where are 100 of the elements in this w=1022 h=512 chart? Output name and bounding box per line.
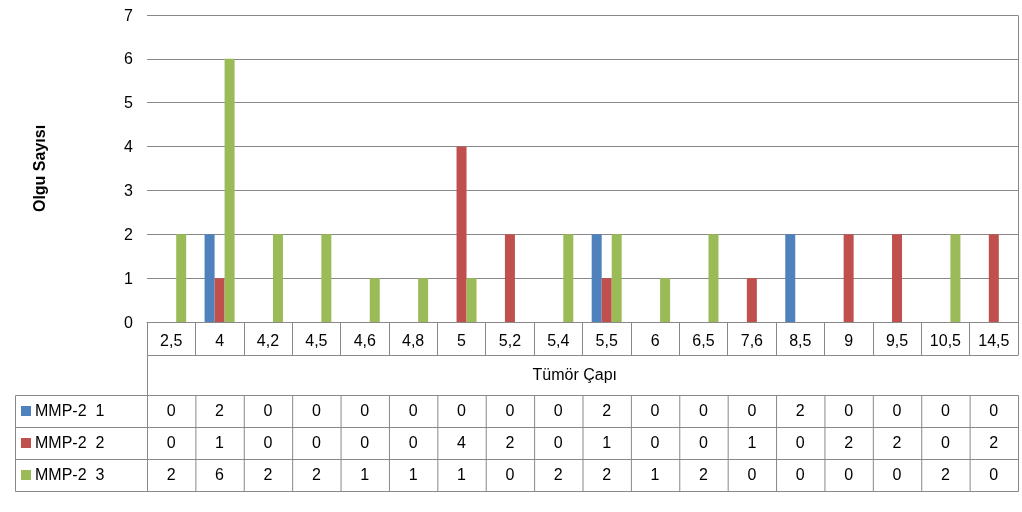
x-tick-label: 14,5 (978, 331, 1010, 349)
data-label: 0 (504, 401, 516, 421)
y-tick-label: 4 (124, 138, 134, 156)
bar (950, 234, 961, 322)
data-label: 1 (746, 433, 758, 453)
data-label: 2 (891, 433, 903, 453)
data-label: 0 (939, 433, 951, 453)
data-label: 0 (988, 465, 1000, 485)
x-tick-label: 9,5 (885, 331, 909, 349)
data-label: 0 (456, 401, 467, 421)
data-label: 2 (165, 465, 177, 485)
bar (601, 278, 612, 322)
data-label: 0 (504, 465, 516, 485)
data-label: 0 (794, 465, 806, 485)
data-label: 1 (407, 465, 419, 485)
data-label: 0 (359, 433, 371, 453)
bar (204, 234, 215, 322)
x-tick-label: 5,5 (595, 331, 618, 349)
data-label: 0 (407, 401, 419, 421)
data-label: 2 (552, 465, 564, 485)
data-label: 0 (891, 401, 903, 421)
x-tick-label: 8,5 (789, 331, 812, 349)
bar (321, 234, 332, 322)
data-label: 0 (310, 401, 322, 421)
data-label: 0 (794, 433, 806, 453)
x-tick-label: 6,5 (692, 331, 715, 349)
bar (418, 278, 429, 322)
x-tick-label: 6 (650, 331, 660, 349)
bar (272, 234, 283, 322)
data-label: 2 (504, 433, 516, 453)
y-tick-label: 3 (124, 181, 134, 199)
y-tick-label: 7 (124, 6, 134, 24)
data-label: 1 (359, 465, 371, 485)
data-label: 2 (698, 465, 709, 485)
x-tick-label: 2,5 (160, 331, 183, 349)
data-label: 2 (843, 433, 855, 453)
data-label: 4 (456, 433, 467, 453)
data-label: 0 (746, 401, 758, 421)
x-tick-label: 4,5 (305, 331, 328, 349)
bar (176, 234, 187, 322)
bar (708, 234, 719, 322)
y-tick-label: 6 (124, 50, 134, 68)
bar (746, 278, 757, 322)
x-tick-label: 5 (457, 331, 467, 349)
x-tick-label: 10,5 (929, 331, 962, 349)
data-label: 1 (456, 465, 467, 485)
bar (369, 278, 380, 322)
data-label: 0 (552, 401, 564, 421)
data-label: 0 (262, 433, 274, 453)
bar (224, 58, 235, 322)
data-label: 0 (165, 433, 177, 453)
legend-label: MMP-2 3 (35, 465, 105, 485)
data-label: 0 (746, 465, 758, 485)
data-label: 2 (310, 465, 322, 485)
data-label: 0 (649, 433, 661, 453)
data-label: 2 (601, 401, 613, 421)
x-axis-title: Tümör Çapı (532, 365, 617, 383)
y-tick-label: 1 (124, 269, 134, 287)
data-label: 2 (262, 465, 274, 485)
legend-label: MMP-2 1 (35, 401, 105, 421)
y-tick-label: 0 (124, 313, 134, 331)
x-tick-label: 7,6 (740, 331, 764, 349)
bar (611, 234, 622, 322)
bar (660, 278, 671, 322)
data-label: 1 (649, 465, 661, 485)
data-label: 0 (698, 433, 709, 453)
bar (563, 234, 574, 322)
data-label: 0 (698, 401, 709, 421)
data-label: 0 (165, 401, 177, 421)
x-tick-label: 4,2 (256, 331, 280, 349)
data-label: 2 (601, 465, 613, 485)
data-label: 0 (988, 401, 1000, 421)
bar (591, 234, 602, 322)
data-label: 0 (407, 433, 419, 453)
data-label: 0 (843, 465, 855, 485)
data-label: 0 (262, 401, 274, 421)
data-label: 0 (552, 433, 564, 453)
y-axis-title: Olgu Sayısı (30, 124, 48, 213)
x-tick-label: 9 (844, 331, 854, 349)
y-tick-label: 5 (124, 94, 134, 112)
bar (785, 234, 796, 322)
x-tick-label: 4,8 (402, 331, 425, 349)
data-label: 0 (843, 401, 855, 421)
bar (466, 278, 477, 322)
data-label: 2 (988, 433, 1000, 453)
data-label: 1 (601, 433, 613, 453)
data-label: 0 (359, 401, 371, 421)
data-label: 2 (794, 401, 806, 421)
bar (988, 234, 999, 322)
data-label: 0 (939, 401, 951, 421)
data-label: 2 (214, 401, 225, 421)
y-tick-label: 2 (124, 225, 134, 243)
bar (504, 234, 515, 322)
x-tick-label: 5,2 (498, 331, 522, 349)
bar (843, 234, 854, 322)
bar (892, 234, 903, 322)
data-label: 2 (939, 465, 951, 485)
data-label: 6 (214, 465, 225, 485)
data-label: 0 (310, 433, 322, 453)
x-tick-label: 4,6 (353, 331, 376, 349)
